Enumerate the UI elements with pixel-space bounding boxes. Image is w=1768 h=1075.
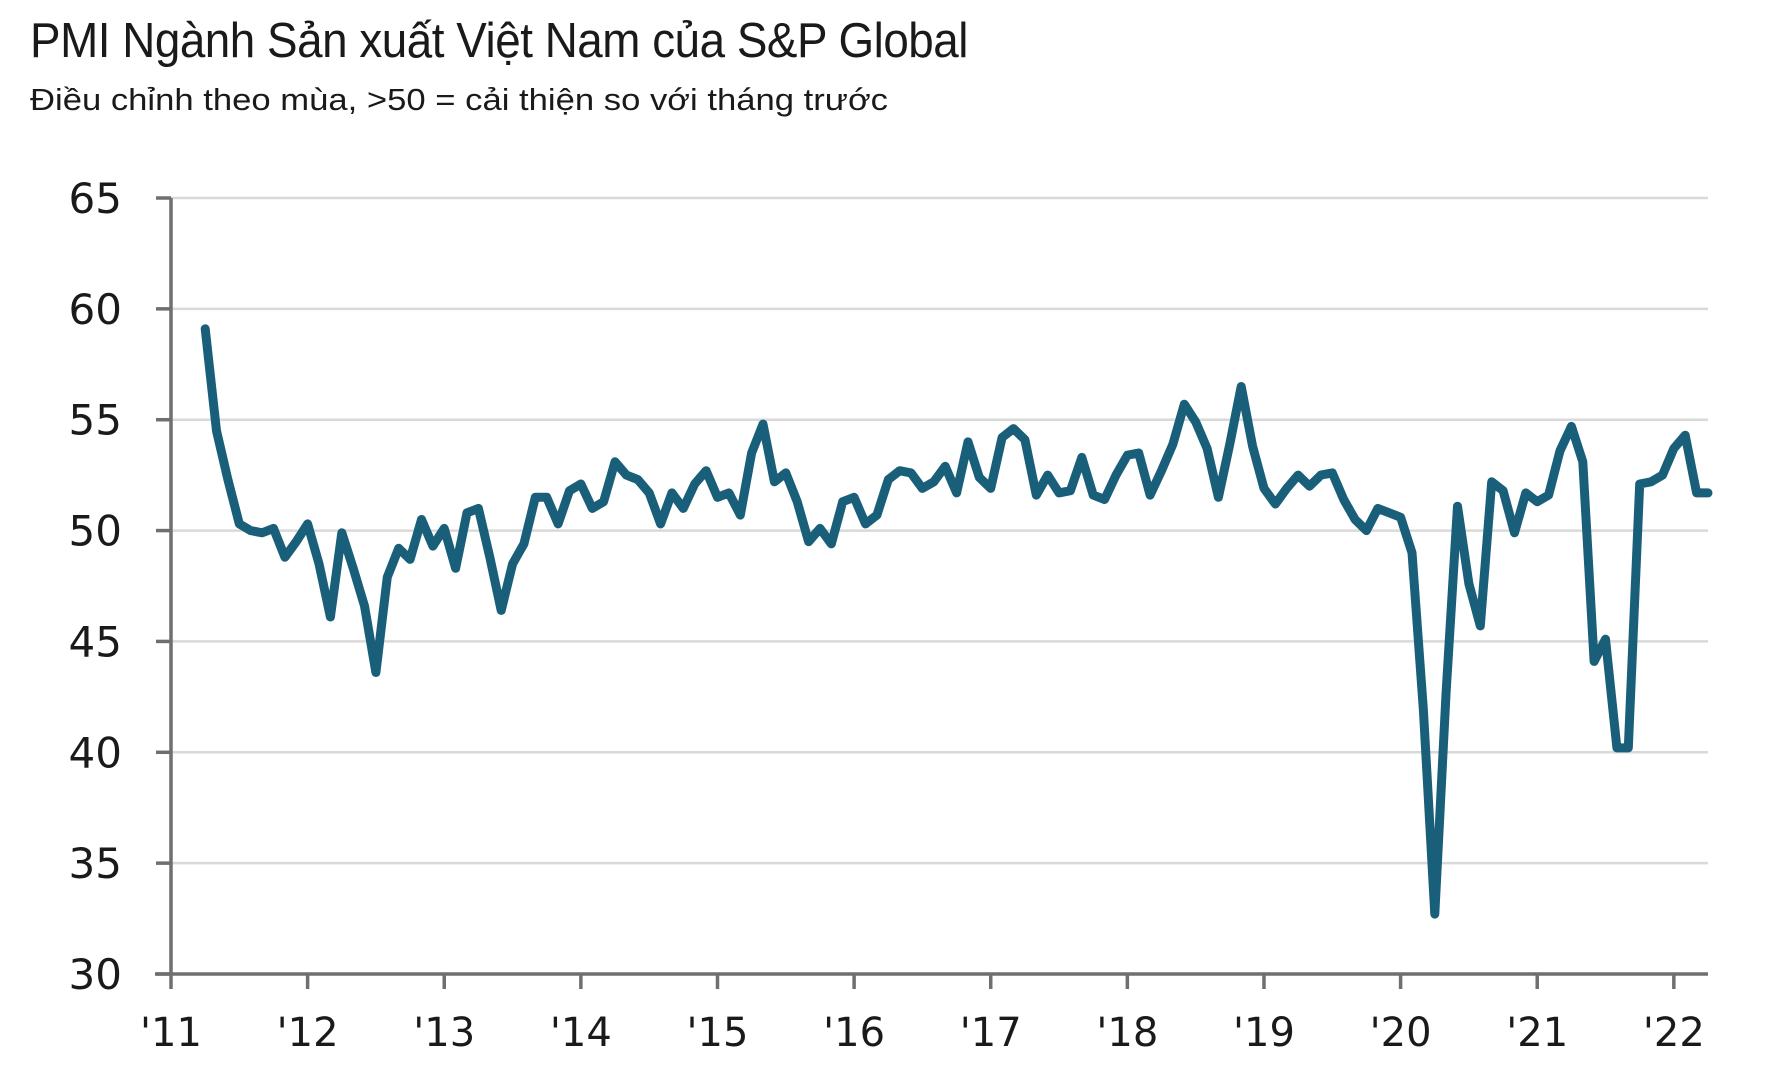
x-axis-labels: '11 '12 '13 '14 '15 '16 '17 '18 '19 '20 '21 '22 [140,1010,1705,1056]
y-tick-label-50: 50 [69,507,122,556]
pmi-series-line [200,324,1713,919]
chart-title: PMI Ngành Sản xuất Việt Nam của S&P Glob… [30,14,968,68]
x-tick-label-14: '14 [550,1010,612,1056]
axes [155,196,1708,989]
y-tick-label-40: 40 [69,728,122,777]
y-tick-label-30: 30 [69,950,122,999]
x-tick-label-22: '22 [1643,1010,1705,1056]
x-tick-label-20: '20 [1370,1010,1432,1056]
x-tick-label-13: '13 [413,1010,475,1056]
x-tick-label-18: '18 [1096,1010,1158,1056]
y-tick-label-55: 55 [69,396,122,445]
chart-subtitle: Điều chỉnh theo mùa, >50 = cải thiện so … [30,82,888,117]
y-axis-labels: 65 60 55 50 45 40 35 30 [69,174,122,999]
y-tick-label-45: 45 [69,617,122,666]
x-tick-label-15: '15 [687,1010,749,1056]
x-tick-label-21: '21 [1506,1010,1568,1056]
y-tick-label-65: 65 [69,174,122,223]
y-tick-label-60: 60 [69,285,122,334]
x-tick-label-16: '16 [823,1010,885,1056]
x-tick-label-12: '12 [277,1010,339,1056]
y-tick-label-35: 35 [69,839,122,888]
gridlines [171,196,1708,865]
series-layer [200,324,1713,919]
x-tick-label-11: '11 [140,1010,202,1056]
x-tick-label-17: '17 [960,1010,1022,1056]
x-tick-label-19: '19 [1233,1010,1295,1056]
